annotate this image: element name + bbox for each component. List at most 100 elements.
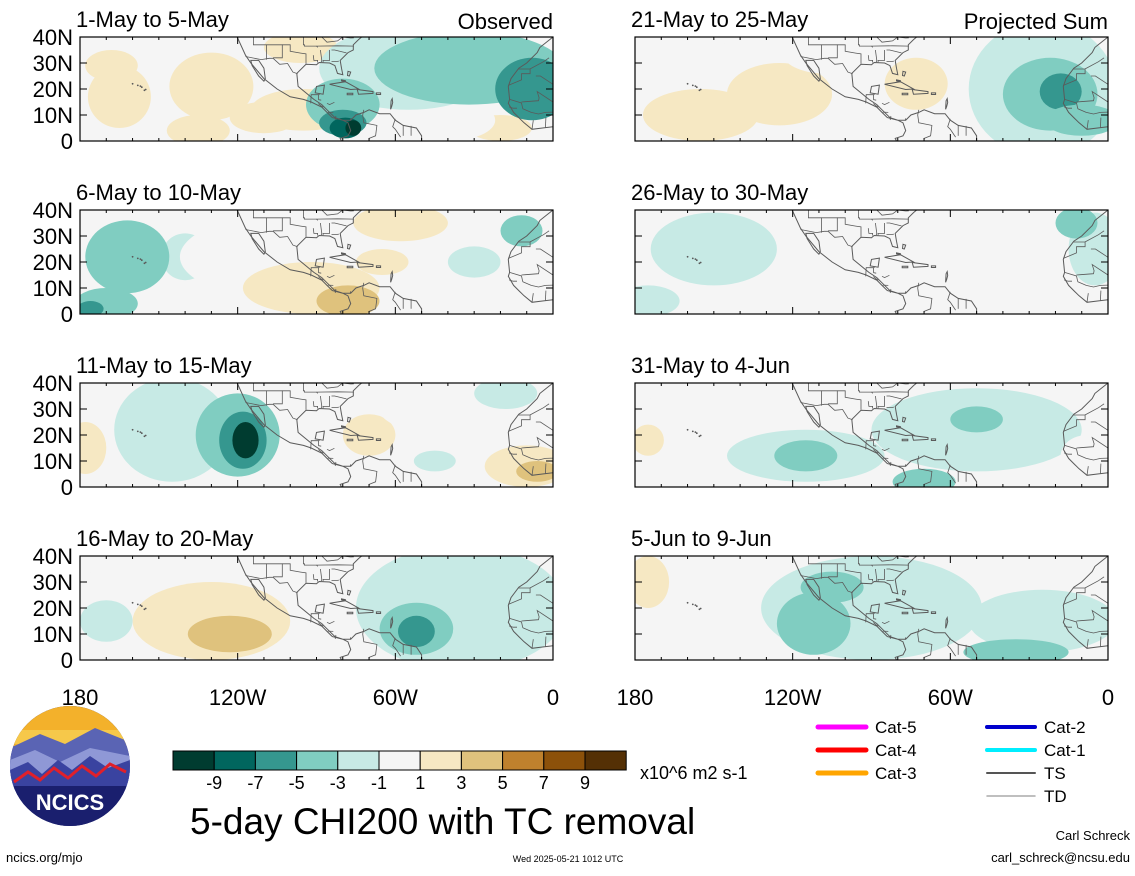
chi200-anomaly-region: [400, 99, 496, 141]
legend-label: Cat-4: [875, 741, 917, 760]
colorbar-bin: [213, 750, 256, 771]
latitude-label: 40N: [33, 544, 73, 569]
chi200-anomaly-region: [114, 383, 230, 482]
chi200-anomaly-region: [495, 57, 553, 121]
colorbar-tick-label: 5: [498, 773, 508, 793]
chi200-anomaly-region: [447, 246, 501, 278]
chi200-anomaly-region: [726, 62, 833, 126]
map-panel: 21-May to 25-May Projected Sum: [631, 7, 1109, 142]
chi200-anomaly-region: [229, 102, 299, 134]
latitude-label: 20N: [33, 250, 73, 275]
chi200-anomaly-region: [355, 249, 409, 275]
latitude-label: 0: [61, 129, 73, 154]
chi200-anomaly-region: [795, 210, 922, 257]
longitude-label: 120W: [209, 685, 267, 710]
latitude-label: 40N: [33, 371, 73, 396]
chi200-anomaly-region: [635, 424, 664, 456]
longitude-label: 60W: [928, 685, 973, 710]
chi200-anomaly-region: [863, 272, 1011, 314]
panel-date-range: 11-May to 15-May: [76, 353, 252, 378]
logo-text: NCICS: [36, 790, 104, 815]
longitude-label: 120W: [764, 685, 822, 710]
footer-email: carl_schreck@ncsu.edu: [991, 850, 1130, 865]
latitude-label: 40N: [33, 25, 73, 50]
panel-date-range: 26-May to 30-May: [631, 180, 808, 205]
colorbar-bin: [337, 750, 380, 771]
latitude-label: 10N: [33, 622, 73, 647]
colorbar-bin: [584, 750, 627, 771]
map-panel: 26-May to 30-May: [631, 180, 1109, 315]
colorbar-tick-label: -7: [247, 773, 263, 793]
chi200-anomaly-region: [232, 422, 259, 459]
colorbar-bin: [378, 750, 421, 771]
figure-title: 5-day CHI200 with TC removal: [190, 801, 695, 842]
map-panel: 31-May to 4-Jun: [631, 353, 1109, 488]
colorbar-bin: [172, 750, 215, 771]
footer-author: Carl Schreck: [1056, 828, 1131, 843]
legend-label: Cat-2: [1044, 718, 1086, 737]
chi200-anomaly-region: [398, 615, 435, 648]
longitude-axis: 180 120W 60W 0 180 120W 60W 0: [62, 685, 1114, 710]
colorbar: -9 -7 -5 -3 -1 1 3 5 7 9: [172, 750, 627, 793]
latitude-label: 30N: [33, 224, 73, 249]
chi200-anomaly-region: [316, 285, 380, 314]
chi200-anomaly-region: [474, 383, 538, 409]
legend-label: TS: [1044, 764, 1066, 783]
legend-label: Cat-3: [875, 764, 917, 783]
colorbar-tick-label: -3: [330, 773, 346, 793]
chi200-anomaly-region: [85, 50, 138, 82]
chi200-anomaly-region: [884, 57, 948, 110]
latitude-label: 10N: [33, 103, 73, 128]
latitude-label: 30N: [33, 51, 73, 76]
latitude-label: 0: [61, 475, 73, 500]
panel-tag: Projected Sum: [964, 9, 1108, 34]
longitude-label: 180: [62, 685, 99, 710]
chi200-anomaly-region: [635, 285, 680, 314]
colorbar-tick-label: -5: [289, 773, 305, 793]
chi200-anomaly-region: [311, 566, 375, 598]
longitude-label: 0: [1102, 685, 1114, 710]
chi200-anomaly-region: [85, 220, 170, 294]
latitude-label: 30N: [33, 570, 73, 595]
footer-timestamp: Wed 2025-05-21 1012 UTC: [513, 854, 624, 864]
latitude-label: 20N: [33, 77, 73, 102]
colorbar-bin: [254, 750, 298, 771]
coastlines: [686, 556, 1108, 660]
panel-date-range: 21-May to 25-May: [631, 7, 808, 32]
colorbar-tick-label: -9: [206, 773, 222, 793]
colorbar-units: x10^6 m2 s-1: [640, 763, 748, 783]
chi200-anomaly-region: [950, 406, 1003, 433]
chi200-anomaly-region: [963, 639, 1069, 660]
longitude-label: 60W: [373, 685, 418, 710]
latitude-label: 10N: [33, 449, 73, 474]
longitude-label: 0: [547, 685, 559, 710]
latitude-label: 40N: [33, 198, 73, 223]
chi200-anomaly-region: [80, 600, 133, 642]
colorbar-bin: [543, 750, 586, 771]
panel-date-range: 5-Jun to 9-Jun: [631, 526, 772, 551]
panel-date-range: 1-May to 5-May: [76, 7, 229, 32]
colorbar-bin: [502, 750, 545, 771]
legend-label: Cat-5: [875, 718, 917, 737]
coastlines: [131, 37, 553, 141]
chi200-anomaly-region: [1055, 210, 1098, 239]
latitude-label: 0: [61, 302, 73, 327]
chi200-anomaly-region: [774, 440, 838, 472]
coastlines: [686, 37, 1108, 141]
chi200-anomaly-region: [169, 52, 254, 121]
chi200-anomaly-region: [1039, 73, 1082, 110]
colorbar-bin: [296, 750, 339, 771]
latitude-label: 20N: [33, 423, 73, 448]
panel-date-range: 31-May to 4-Jun: [631, 353, 790, 378]
legend-label: Cat-1: [1044, 741, 1086, 760]
chi200-anomaly-region: [671, 571, 756, 645]
coastlines: [686, 210, 1108, 314]
chi200-anomaly-region: [342, 414, 396, 456]
chi200-anomaly-region: [500, 215, 543, 247]
chi200-anomaly-region: [87, 65, 151, 128]
colorbar-bin: [460, 750, 504, 771]
